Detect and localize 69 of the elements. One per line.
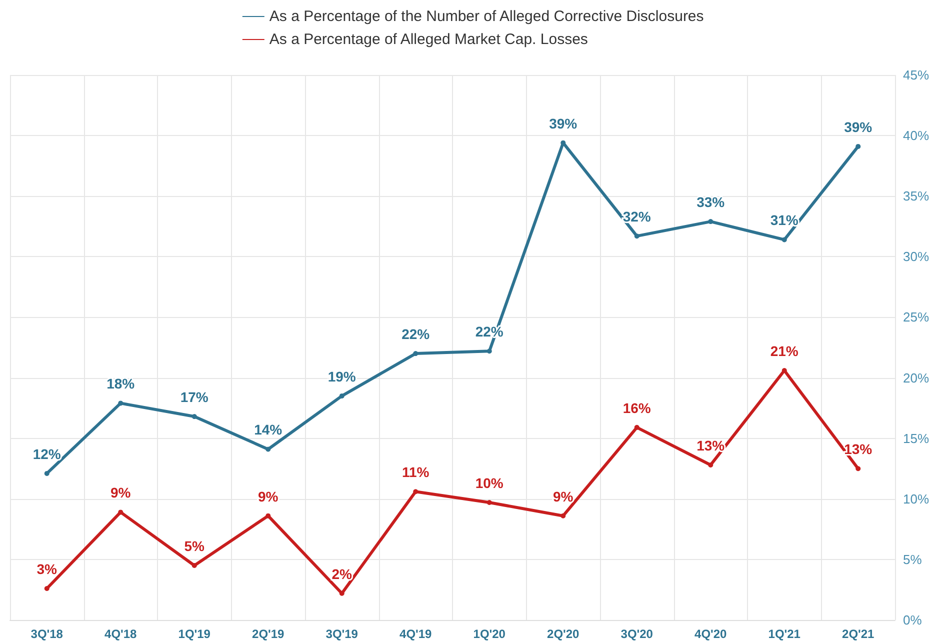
point (634, 424, 640, 430)
x-tick-label: 2Q'21 (842, 627, 875, 641)
point (413, 489, 418, 494)
point (339, 393, 344, 398)
legend-label: As a Percentage of the Number of Alleged Corrective Disclosures (269, 8, 704, 25)
data-label: 19% (328, 368, 356, 384)
data-label: 10% (475, 475, 504, 492)
point (486, 500, 492, 506)
point (339, 590, 344, 596)
data-label: 2% (332, 566, 353, 582)
x-tick-label: 3Q'18 (30, 627, 64, 641)
y-tick-label: 5% (903, 552, 922, 567)
x-tick-label: 1Q'20 (473, 627, 506, 641)
x-tick-label: 2Q'20 (547, 627, 580, 641)
point (266, 446, 271, 452)
point (118, 400, 124, 406)
point (266, 513, 271, 518)
data-label: 33% (696, 194, 726, 210)
y-tick-label: 30% (903, 249, 930, 264)
x-tick-label: 4Q'20 (694, 627, 728, 641)
point (856, 144, 861, 149)
point (486, 348, 492, 354)
y-tick-label: 0% (903, 612, 922, 628)
point (560, 513, 566, 518)
y-tick-label: 15% (903, 430, 930, 446)
data-label: 5% (184, 538, 206, 554)
point (413, 351, 418, 356)
y-tick-label: 10% (903, 491, 930, 506)
data-label: 13% (844, 441, 873, 458)
y-tick-label: 20% (903, 370, 930, 386)
y-tick-label: 35% (903, 188, 930, 204)
data-label: 14% (254, 422, 283, 438)
y-tick-label: 40% (903, 128, 930, 144)
data-label: 3% (36, 561, 58, 578)
y-tick-label: 25% (903, 310, 930, 325)
x-tick-label: 1Q'19 (178, 627, 211, 641)
x-tick-label: 1Q'21 (768, 627, 801, 641)
data-label: 22% (402, 326, 430, 342)
point (856, 466, 861, 472)
data-label: 39% (844, 118, 873, 135)
data-label: 11% (402, 464, 430, 480)
point (44, 586, 50, 592)
data-label: 18% (106, 376, 136, 392)
data-label: 32% (622, 208, 652, 225)
data-label: 9% (258, 488, 279, 504)
data-label: 13% (696, 437, 726, 454)
x-tick-label: 4Q'18 (104, 627, 138, 641)
point (634, 234, 640, 239)
point (118, 510, 124, 515)
data-label: 16% (622, 400, 652, 416)
legend-label: As a Percentage of Alleged Market Cap. Losses (269, 31, 588, 48)
data-label: 21% (770, 343, 799, 360)
x-tick-label: 4Q'19 (400, 627, 432, 641)
data-label: 17% (180, 389, 209, 406)
point (192, 563, 197, 568)
x-tick-label: 3Q'19 (326, 627, 358, 641)
data-label: 9% (553, 488, 574, 504)
point (708, 462, 714, 468)
data-label: 12% (32, 446, 62, 462)
x-tick-label: 3Q'20 (620, 627, 654, 641)
data-label: 31% (770, 212, 799, 228)
point (192, 414, 197, 420)
data-label: 39% (549, 115, 578, 132)
data-label: 9% (110, 484, 132, 501)
x-tick-label: 2Q'19 (252, 627, 285, 641)
point (708, 219, 714, 224)
point (44, 470, 50, 476)
y-tick-label: 45% (903, 68, 930, 82)
point (782, 237, 787, 242)
